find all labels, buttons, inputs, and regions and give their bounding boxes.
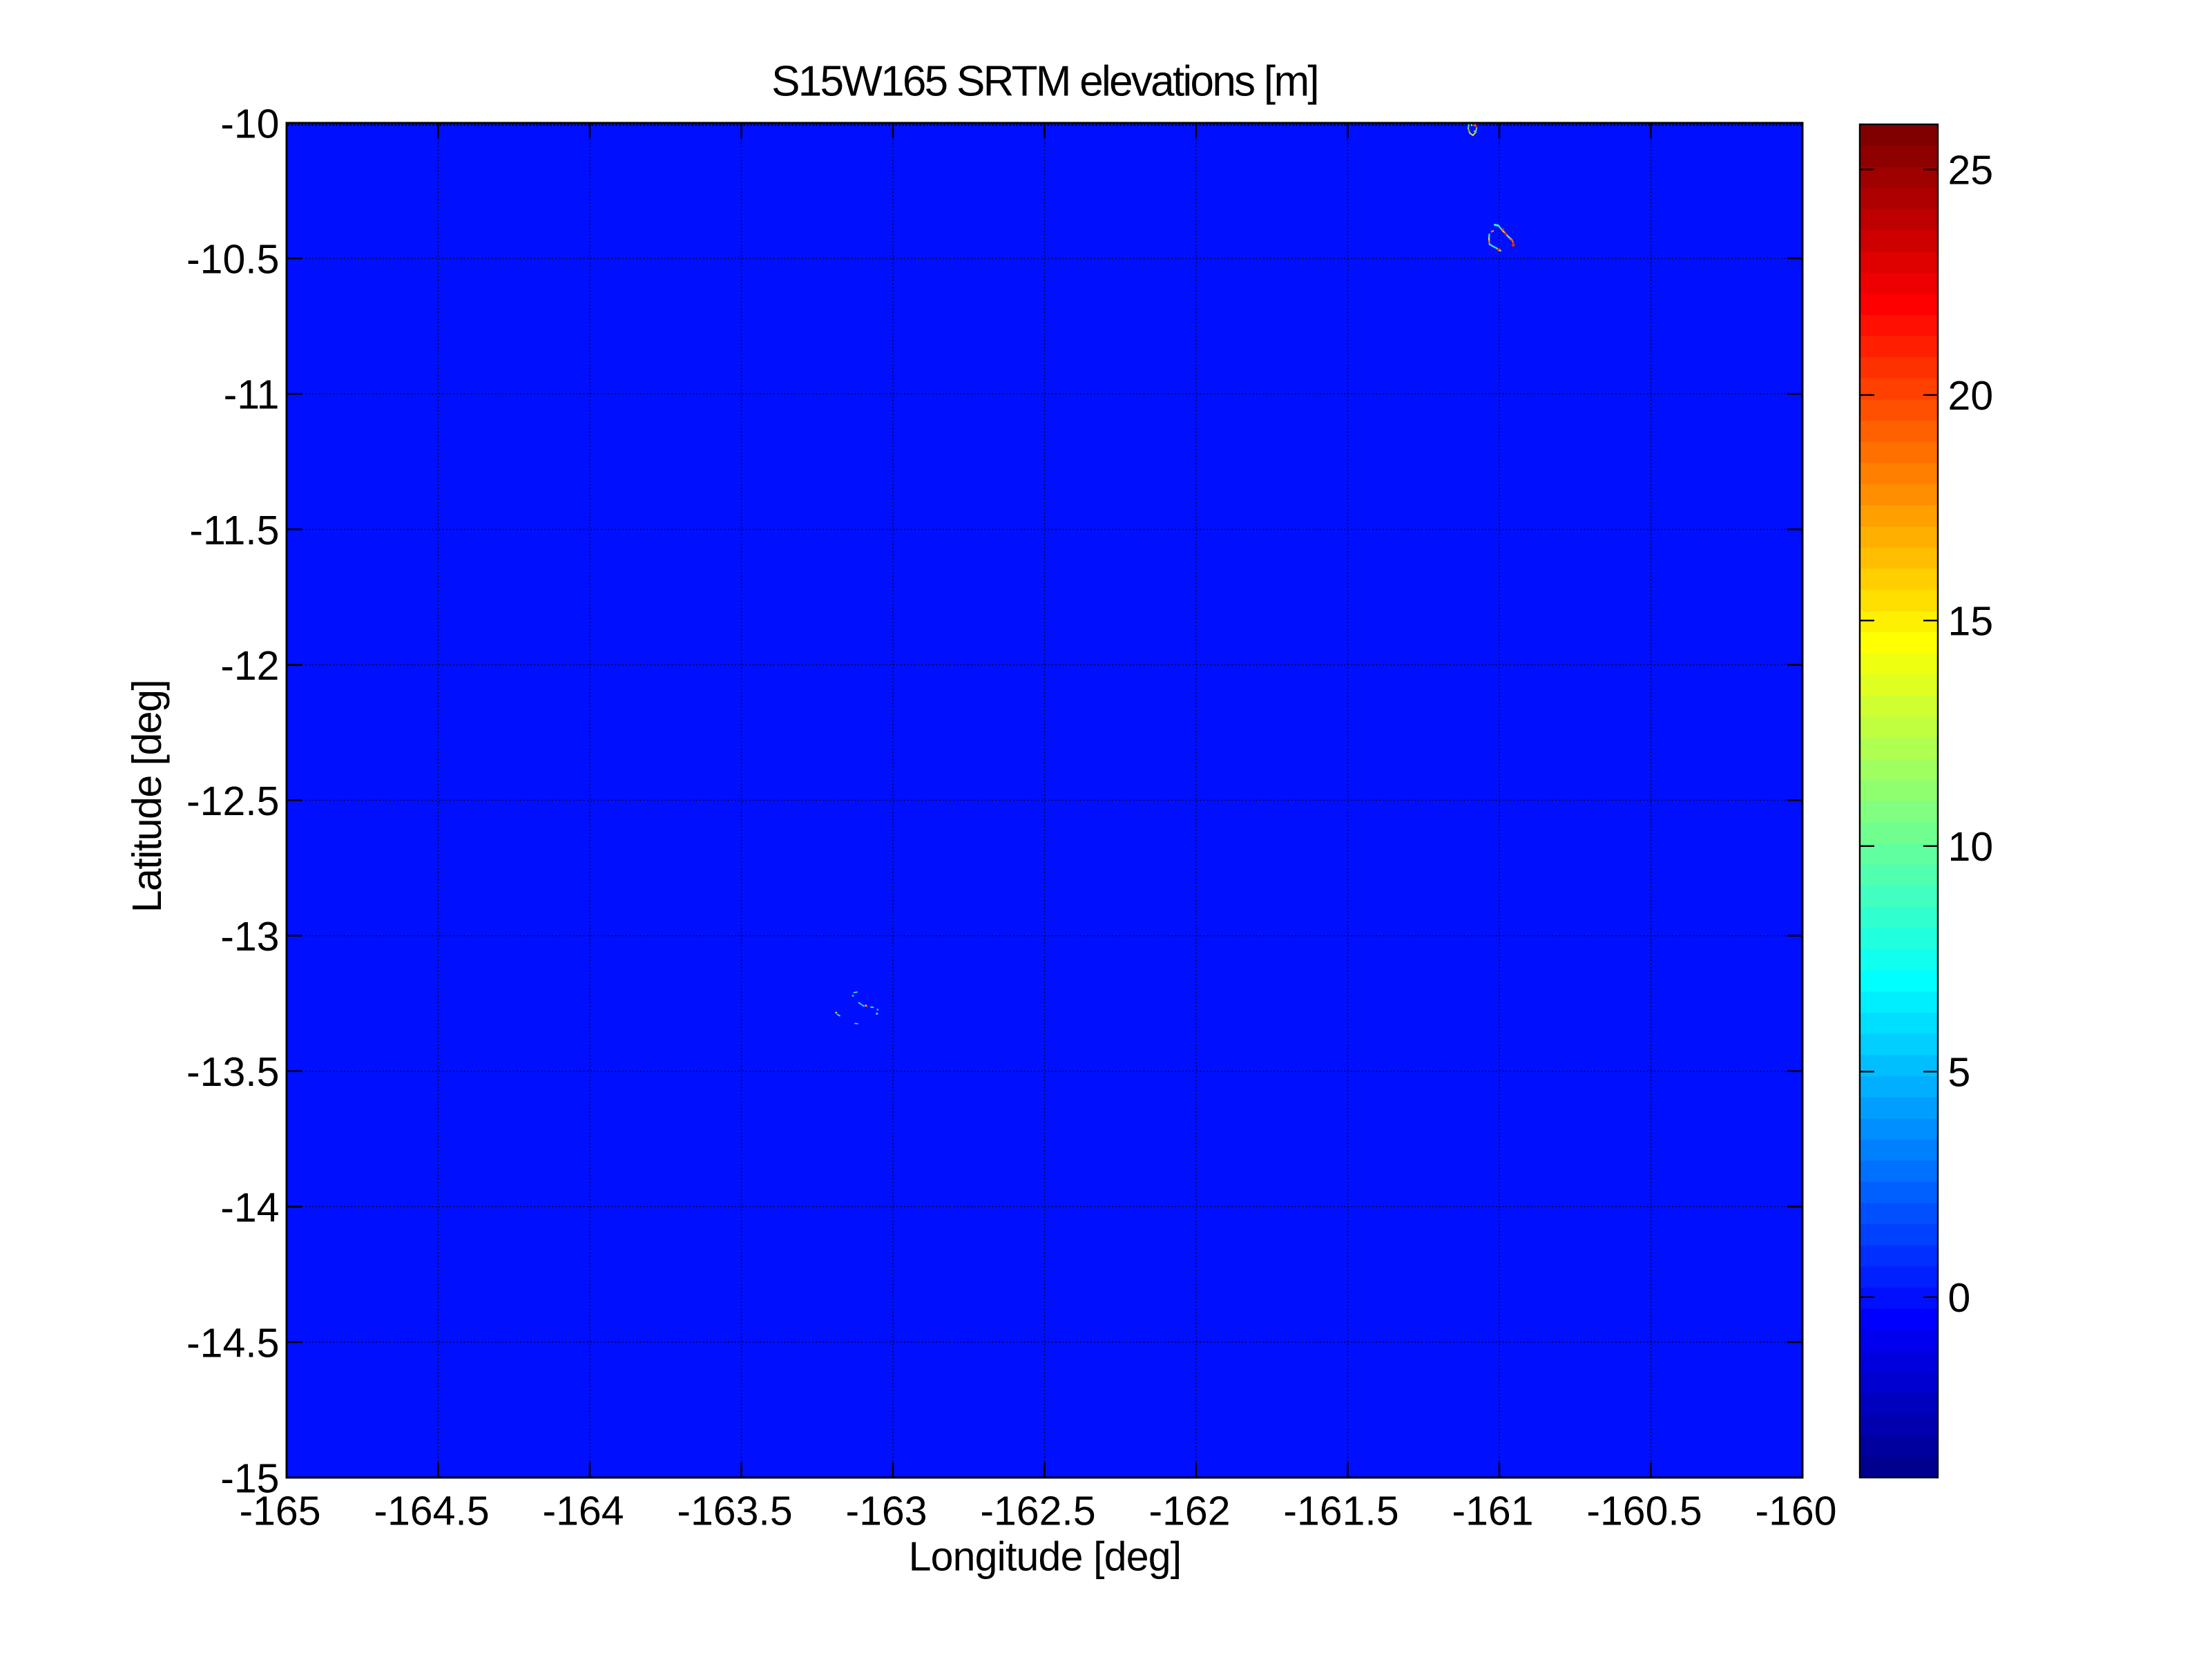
svg-text:-160: -160 [1755,1489,1836,1534]
svg-text:S15W165 SRTM elevations [m]: S15W165 SRTM elevations [m] [771,58,1318,106]
svg-text:25: 25 [1948,147,1994,193]
svg-text:Latitude [deg]: Latitude [deg] [124,680,170,913]
svg-text:-11: -11 [224,372,280,418]
svg-text:Longitude [deg]: Longitude [deg] [909,1534,1182,1580]
svg-text:-161.5: -161.5 [1283,1489,1398,1534]
svg-text:-165: -165 [239,1489,320,1534]
svg-text:0: 0 [1948,1275,1971,1321]
svg-text:-14.5: -14.5 [186,1320,279,1366]
svg-text:-163.5: -163.5 [677,1489,792,1534]
svg-text:-10: -10 [220,102,279,147]
svg-text:-13: -13 [220,914,279,959]
svg-text:-161: -161 [1452,1489,1533,1534]
svg-text:-162.5: -162.5 [980,1489,1095,1534]
svg-text:-164: -164 [542,1489,624,1534]
svg-text:-12.5: -12.5 [186,779,279,824]
svg-text:-10.5: -10.5 [186,237,279,283]
svg-text:-162: -162 [1148,1489,1230,1534]
svg-text:-15: -15 [220,1456,279,1502]
svg-text:-11.5: -11.5 [189,508,279,553]
svg-text:-163: -163 [845,1489,927,1534]
svg-text:-14: -14 [220,1185,279,1230]
svg-text:-12: -12 [220,643,279,689]
svg-text:-164.5: -164.5 [374,1489,489,1534]
svg-text:-160.5: -160.5 [1586,1489,1702,1534]
svg-text:20: 20 [1948,373,1994,419]
svg-text:15: 15 [1948,598,1994,644]
svg-text:-13.5: -13.5 [186,1049,279,1095]
svg-text:10: 10 [1948,824,1994,870]
svg-text:5: 5 [1948,1049,1971,1095]
